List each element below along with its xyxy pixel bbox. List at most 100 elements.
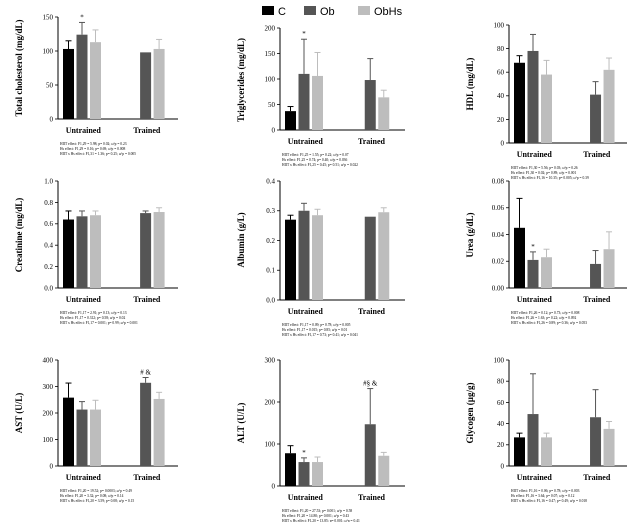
group-label-trained: Trained: [583, 295, 611, 304]
chart-panel-4: 0.0 0.2 0.4 0.6 0.8 1.0 Creatinine (mg/dL) Untr…: [14, 177, 178, 326]
stats-line: HIIT effect: F1,17 = 0.09; p= 0.78; ω²p …: [282, 323, 351, 328]
bar-c-untrained: [514, 227, 525, 288]
y-tick-label: 20: [497, 116, 505, 124]
bar-obhs-untrained: [90, 215, 101, 288]
y-tick-label: 0.2: [44, 263, 53, 271]
significance-mark: *: [80, 13, 84, 21]
y-tick-label: 200: [43, 409, 54, 417]
bar-c-untrained: [514, 437, 525, 466]
y-tick-label: 0: [50, 462, 54, 470]
y-tick-label: 80: [497, 378, 505, 386]
y-tick-label: 0.4: [266, 177, 275, 185]
stats-line: HIIT x Hs effect: F1,17 = 0.73; p= 0.41;…: [282, 333, 358, 338]
group-label-untrained: Untrained: [517, 295, 553, 304]
y-tick-label: 0.1: [266, 267, 275, 275]
bar-obhs-untrained: [90, 42, 101, 119]
bar-c-untrained: [63, 397, 74, 466]
y-tick-label: 200: [265, 24, 276, 32]
group-label-trained: Trained: [133, 126, 161, 135]
y-tick-label: 0.0: [266, 296, 275, 304]
stats-line: Hs effect: F1,17 = 0.312; p= 0.58; ω²p =…: [60, 316, 125, 321]
y-axis-label: Triglycerides (mg/dL): [236, 38, 246, 122]
chart-panel-5: 0.0 0.1 0.2 0.3 0.4 Albumin (g/L) Untrained Tra…: [236, 177, 405, 338]
bar-ob-trained: [590, 263, 602, 288]
y-tick-label: 20: [497, 441, 505, 449]
chart-panel-2: 0 50 100 150 200 Triglycerides (mg/dL) Untrain…: [236, 24, 405, 168]
y-tick-label: 0: [272, 126, 276, 134]
stats-line: HIIT x Hs effect: F1,20 = 3.59; p= 0.08;…: [60, 499, 134, 504]
bar-ob-untrained: [527, 259, 539, 288]
group-label-untrained: Untrained: [288, 493, 324, 502]
bar-ob-trained: [140, 52, 152, 119]
stats-line: HIIT x Hs effect: F1,17 = 0.001; p= 0.99…: [60, 321, 138, 326]
chart-panel-7: 0 100 200 300 400 AST (U/L) Untrained Trained # …: [14, 356, 178, 504]
y-axis-label: Urea (g/dL): [465, 212, 475, 257]
stats-line: HIIT x Hs effect: F1,20 = 13.85; p= 0.00…: [282, 519, 360, 522]
bar-obhs-trained: [153, 48, 165, 119]
bar-ob-untrained: [76, 216, 88, 288]
legend-swatch-ob: [304, 6, 316, 15]
bar-c-untrained: [285, 453, 296, 486]
y-tick-label: 0.02: [492, 258, 505, 266]
stats-line: Hs effect: F1,20 = 14.80; p= 0.001; ω²p …: [282, 514, 349, 519]
group-label-untrained: Untrained: [66, 473, 102, 482]
group-label-untrained: Untrained: [517, 150, 553, 159]
stats-line: Hs effect: F1,16 = 3.64; p= 0.07; ω²p = …: [511, 494, 575, 499]
group-label-trained: Trained: [133, 473, 161, 482]
stats-line: Hs effect: F1,30 = 0.02; p= 0.89; ω²p = …: [511, 171, 576, 176]
stats-line: Hs effect: F1,29 = 0.16; p= 0.69; ω²p = …: [60, 147, 125, 152]
y-tick-label: 0.8: [44, 199, 53, 207]
bar-ob-untrained: [76, 34, 88, 119]
y-tick-label: 0: [501, 139, 505, 147]
significance-mark: *: [302, 30, 306, 38]
stats-line: HIIT x Hs effect: F1,31 = 1.36; p= 0.25;…: [60, 152, 136, 157]
significance-mark: *: [302, 449, 306, 457]
stats-line: HIIT effect: F1,17 = 2.91; p= 0.13; ω²p …: [60, 311, 127, 316]
y-tick-label: 100: [43, 47, 54, 55]
stats-line: HIIT effect: F1,16 = 0.06; p= 0.78; ω²p …: [511, 489, 580, 494]
bar-obhs-untrained: [541, 437, 552, 466]
y-tick-label: 100: [265, 440, 276, 448]
legend-swatch-c: [262, 6, 274, 15]
legend: C Ob ObHs: [262, 6, 403, 18]
chart-panel-8: 0 100 200 300 ALT (U/L) Untrained Trained * #§ &…: [236, 356, 405, 522]
bar-c-untrained: [285, 219, 296, 300]
bar-obhs-trained: [378, 455, 390, 486]
stats-line: HIIT effect: F1,30 = 5.56; p= 0.03; ω²p …: [511, 166, 578, 171]
y-tick-label: 150: [265, 50, 276, 58]
bar-ob-trained: [364, 216, 376, 300]
y-axis-label: ALT (U/L): [236, 403, 246, 444]
bar-obhs-untrained: [541, 257, 552, 288]
stats-line: HIIT x Hs effect: F1,16 = 10.35; p= 0.00…: [511, 176, 589, 181]
y-tick-label: 40: [497, 92, 505, 100]
y-tick-label: 0.06: [492, 204, 505, 212]
y-tick-label: 300: [265, 356, 276, 364]
y-tick-label: 100: [494, 21, 505, 29]
stats-line: HIIT effect: F1,29 = 5.98; p= 0.02; ω²p …: [60, 142, 127, 147]
group-label-untrained: Untrained: [517, 473, 553, 482]
stats-line: Hs effect: F1,26 = 1.63; p= 0.22; ω²p = …: [511, 316, 576, 321]
bar-ob-trained: [590, 94, 602, 143]
group-label-trained: Trained: [358, 493, 386, 502]
y-tick-label: 0.00: [492, 284, 505, 292]
stats-line: HIIT effect: F1,25 = 1.55; p= 0.22; ω²p …: [282, 153, 349, 158]
stats-line: Hs effect: F1,17 = 0.015; p= 0.85; ω²p =…: [282, 328, 347, 333]
group-label-trained: Trained: [358, 137, 386, 146]
y-axis-label: HDL (mg/dL): [465, 58, 475, 111]
significance-mark: # &: [140, 368, 151, 376]
y-tick-label: 40: [497, 420, 505, 428]
stats-line: HIIT effect: F1,20 = 19.52; p= 0.0003; ω…: [60, 489, 132, 494]
bar-c-untrained: [514, 62, 525, 144]
stats-line: HIIT x Hs effect: F1,25 = 0.45; p= 0.51;…: [282, 163, 358, 168]
bar-ob-trained: [140, 213, 152, 288]
y-axis-label: Albumin (g/L): [236, 212, 246, 267]
stats-line: HIIT effect: F1,20 = 27.53; p= 0.001; ω²…: [282, 509, 352, 514]
chart-panel-9: 0 20 40 60 80 100 Glycogen (µg/g) Untrained Trai…: [465, 356, 627, 504]
bar-obhs-trained: [153, 212, 165, 288]
bar-obhs-trained: [603, 249, 615, 288]
bar-obhs-trained: [603, 428, 615, 466]
y-tick-label: 100: [265, 75, 276, 83]
group-label-trained: Trained: [583, 150, 611, 159]
bar-obhs-trained: [603, 69, 615, 143]
bar-ob-trained: [364, 424, 376, 486]
